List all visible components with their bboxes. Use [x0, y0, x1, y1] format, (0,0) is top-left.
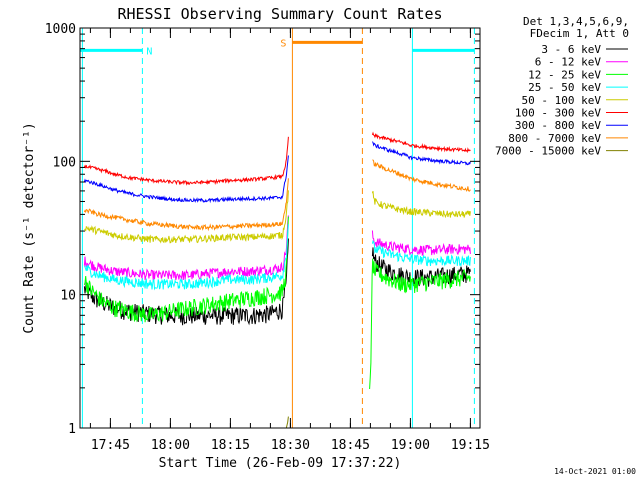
x-tick-label-3: 18:30	[271, 438, 310, 453]
legend-header-line-2: FDecim 1, Att 0	[530, 27, 629, 40]
x-axis-ticks: 17:45 18:00 18:15 18:30 18:45 19:00 19:15	[89, 28, 490, 453]
series-line-4-part-1	[84, 190, 289, 244]
series-line-2-part-2	[369, 258, 471, 390]
x-axis-label: Start Time (26-Feb-09 17:37:22)	[159, 456, 402, 471]
series-line-3-part-2	[371, 239, 471, 267]
y-axis-label: Count Rate (s⁻¹ detector⁻¹)	[22, 122, 37, 333]
y-tick-label-3: 1000	[45, 22, 76, 37]
y-tick-label-0: 1	[68, 422, 76, 437]
x-tick-label-6: 19:15	[451, 438, 490, 453]
series-line-4-part-2	[371, 190, 471, 219]
y-axis-ticks: 1 10 100 1000	[45, 22, 480, 437]
series-line-5-part-1	[83, 136, 289, 186]
x-tick-label-5: 19:00	[391, 438, 430, 453]
series-line-7-part-2	[372, 159, 471, 192]
plot-frame	[79, 27, 481, 429]
state-flags: NS	[80, 38, 475, 57]
timestamp: 14-Oct-2021 01:00	[554, 467, 636, 476]
x-tick-label-0: 17:45	[91, 438, 130, 453]
series-line-6-part-1	[83, 155, 289, 204]
legend-label-7: 800 - 7000 keV	[508, 132, 601, 145]
y-tick-label-2: 100	[53, 155, 76, 170]
chart-title: RHESSI Observing Summary Count Rates	[117, 5, 442, 23]
night-segment-label-0: N	[146, 46, 152, 57]
series-line-5-part-2	[371, 131, 471, 154]
x-tick-label-4: 18:45	[331, 438, 370, 453]
vertical-markers	[81, 28, 475, 428]
series-line-0-part-1	[83, 238, 289, 326]
x-tick-label-1: 18:00	[151, 438, 190, 453]
legend-label-2: 12 - 25 keV	[528, 68, 601, 81]
series-line-1-part-1	[83, 215, 289, 281]
legend-label-6: 300 - 800 keV	[515, 119, 601, 132]
legend-label-4: 50 - 100 keV	[522, 94, 602, 107]
legend-label-8: 7000 - 15000 keV	[495, 145, 601, 158]
series-line-7-part-1	[83, 178, 289, 232]
series-line-6-part-2	[371, 141, 471, 166]
series-line-0-part-2	[371, 247, 471, 288]
series-line-8-part-1	[285, 416, 289, 428]
legend-label-0: 3 - 6 keV	[541, 43, 601, 56]
attenuator-segment-label-0: S	[280, 38, 286, 49]
x-tick-label-2: 18:15	[211, 438, 250, 453]
legend-header-line-1: Det 1,3,4,5,6,9,	[523, 15, 629, 28]
legend-label-1: 6 - 12 keV	[535, 56, 602, 69]
legend-label-5: 100 - 300 keV	[515, 107, 601, 120]
legend-label-3: 25 - 50 keV	[528, 81, 601, 94]
series-line-1-part-2	[371, 230, 471, 256]
series-group	[83, 131, 471, 428]
y-tick-label-1: 10	[60, 289, 76, 304]
series-line-3-part-1	[83, 224, 289, 291]
series-line-2-part-1	[83, 216, 289, 323]
